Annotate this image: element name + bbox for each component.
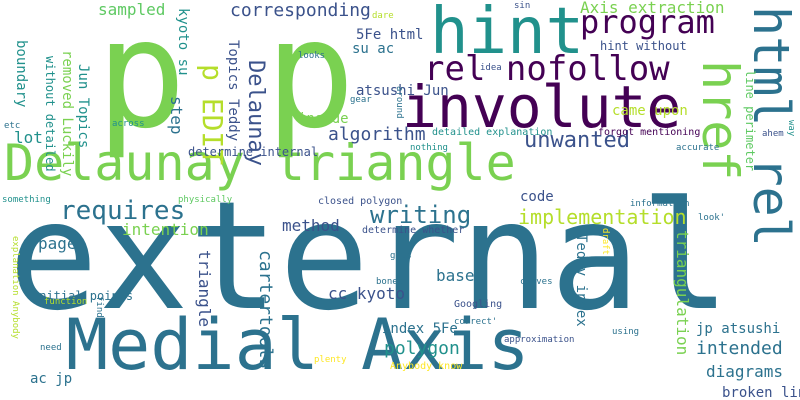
word-59: determine whether xyxy=(362,226,464,236)
word-62: using xyxy=(612,328,639,337)
word-19: sampled xyxy=(98,2,165,18)
word-36: Teddy index xyxy=(574,234,588,327)
word-70: nothing xyxy=(410,144,448,153)
word-77: sin xyxy=(514,2,530,11)
word-81: ahem xyxy=(762,130,784,139)
word-7: href xyxy=(695,60,745,180)
word-43: 5Fe html xyxy=(356,28,423,42)
word-32: page xyxy=(38,236,77,252)
word-76: dare xyxy=(372,12,394,21)
word-38: step xyxy=(168,96,184,135)
word-71: physically xyxy=(178,196,232,205)
word-83: look' xyxy=(698,214,725,223)
word-15: corresponding xyxy=(230,2,371,20)
word-48: Jun Topics xyxy=(76,64,90,148)
word-88: need xyxy=(40,344,62,353)
word-22: triangulation xyxy=(674,230,690,355)
word-50: without detailed xyxy=(44,56,56,172)
word-45: determine internal xyxy=(188,146,318,158)
word-37: lot xyxy=(14,130,43,146)
word-28: triangle xyxy=(196,250,212,327)
word-31: intention xyxy=(122,222,209,238)
word-21: algorithm xyxy=(328,126,426,144)
word-80: around xyxy=(394,86,403,119)
word-23: intended xyxy=(696,340,783,358)
word-78: idea xyxy=(480,64,502,73)
word-64: bones xyxy=(376,278,403,287)
word-40: came upon xyxy=(612,104,688,118)
word-34: index 5Fe xyxy=(382,322,458,336)
word-39: inside xyxy=(298,112,349,126)
word-68: information xyxy=(630,200,690,209)
word-58: closed polygon xyxy=(318,197,402,207)
word-60: Googling xyxy=(454,300,502,310)
word-24: polygon xyxy=(384,340,460,358)
word-53: line perimeter xyxy=(744,70,756,171)
word-30: cc kyoto xyxy=(328,286,405,302)
word-57: Anybody know xyxy=(390,362,462,372)
word-69: accurate xyxy=(676,144,719,153)
word-52: forgot mentioning xyxy=(598,128,700,138)
word-47: kyoto su xyxy=(176,8,190,75)
word-66: plenty xyxy=(314,356,347,365)
word-42: su ac xyxy=(352,42,394,56)
word-51: detailed explanation xyxy=(432,128,552,138)
word-67: correct' xyxy=(454,318,497,327)
word-29: cartertools xyxy=(256,250,274,369)
word-54: broken line xyxy=(722,386,800,400)
word-9: rel nofollow xyxy=(424,52,670,86)
word-13: implementation xyxy=(518,207,687,227)
word-61: approximation xyxy=(504,336,574,345)
word-82: way xyxy=(786,120,795,136)
word-85: function xyxy=(44,298,87,307)
word-65: gets xyxy=(390,252,412,261)
word-72: something xyxy=(2,196,51,205)
word-20: boundary xyxy=(14,40,28,107)
word-27: diagrams xyxy=(706,364,783,380)
word-46: Topics Teddy xyxy=(226,40,240,141)
word-44: hint without xyxy=(600,40,687,52)
word-16: Axis extraction xyxy=(580,0,725,16)
word-75: looks xyxy=(298,52,325,61)
word-26: code xyxy=(520,190,554,204)
word-49: removed Luckily xyxy=(60,50,74,176)
word-25: method xyxy=(282,218,340,234)
word-74: etc xyxy=(4,122,20,131)
word-86: explanation Anybody xyxy=(10,236,19,339)
word-84: draft xyxy=(600,228,609,255)
word-79: gear xyxy=(350,96,372,105)
word-63: curves xyxy=(520,278,553,287)
word-33: based xyxy=(436,268,484,284)
word-56: ac jp xyxy=(30,372,72,386)
word-35: jp atsushi xyxy=(696,322,780,336)
word-73: across xyxy=(112,120,145,129)
word-87: find xyxy=(94,296,103,318)
